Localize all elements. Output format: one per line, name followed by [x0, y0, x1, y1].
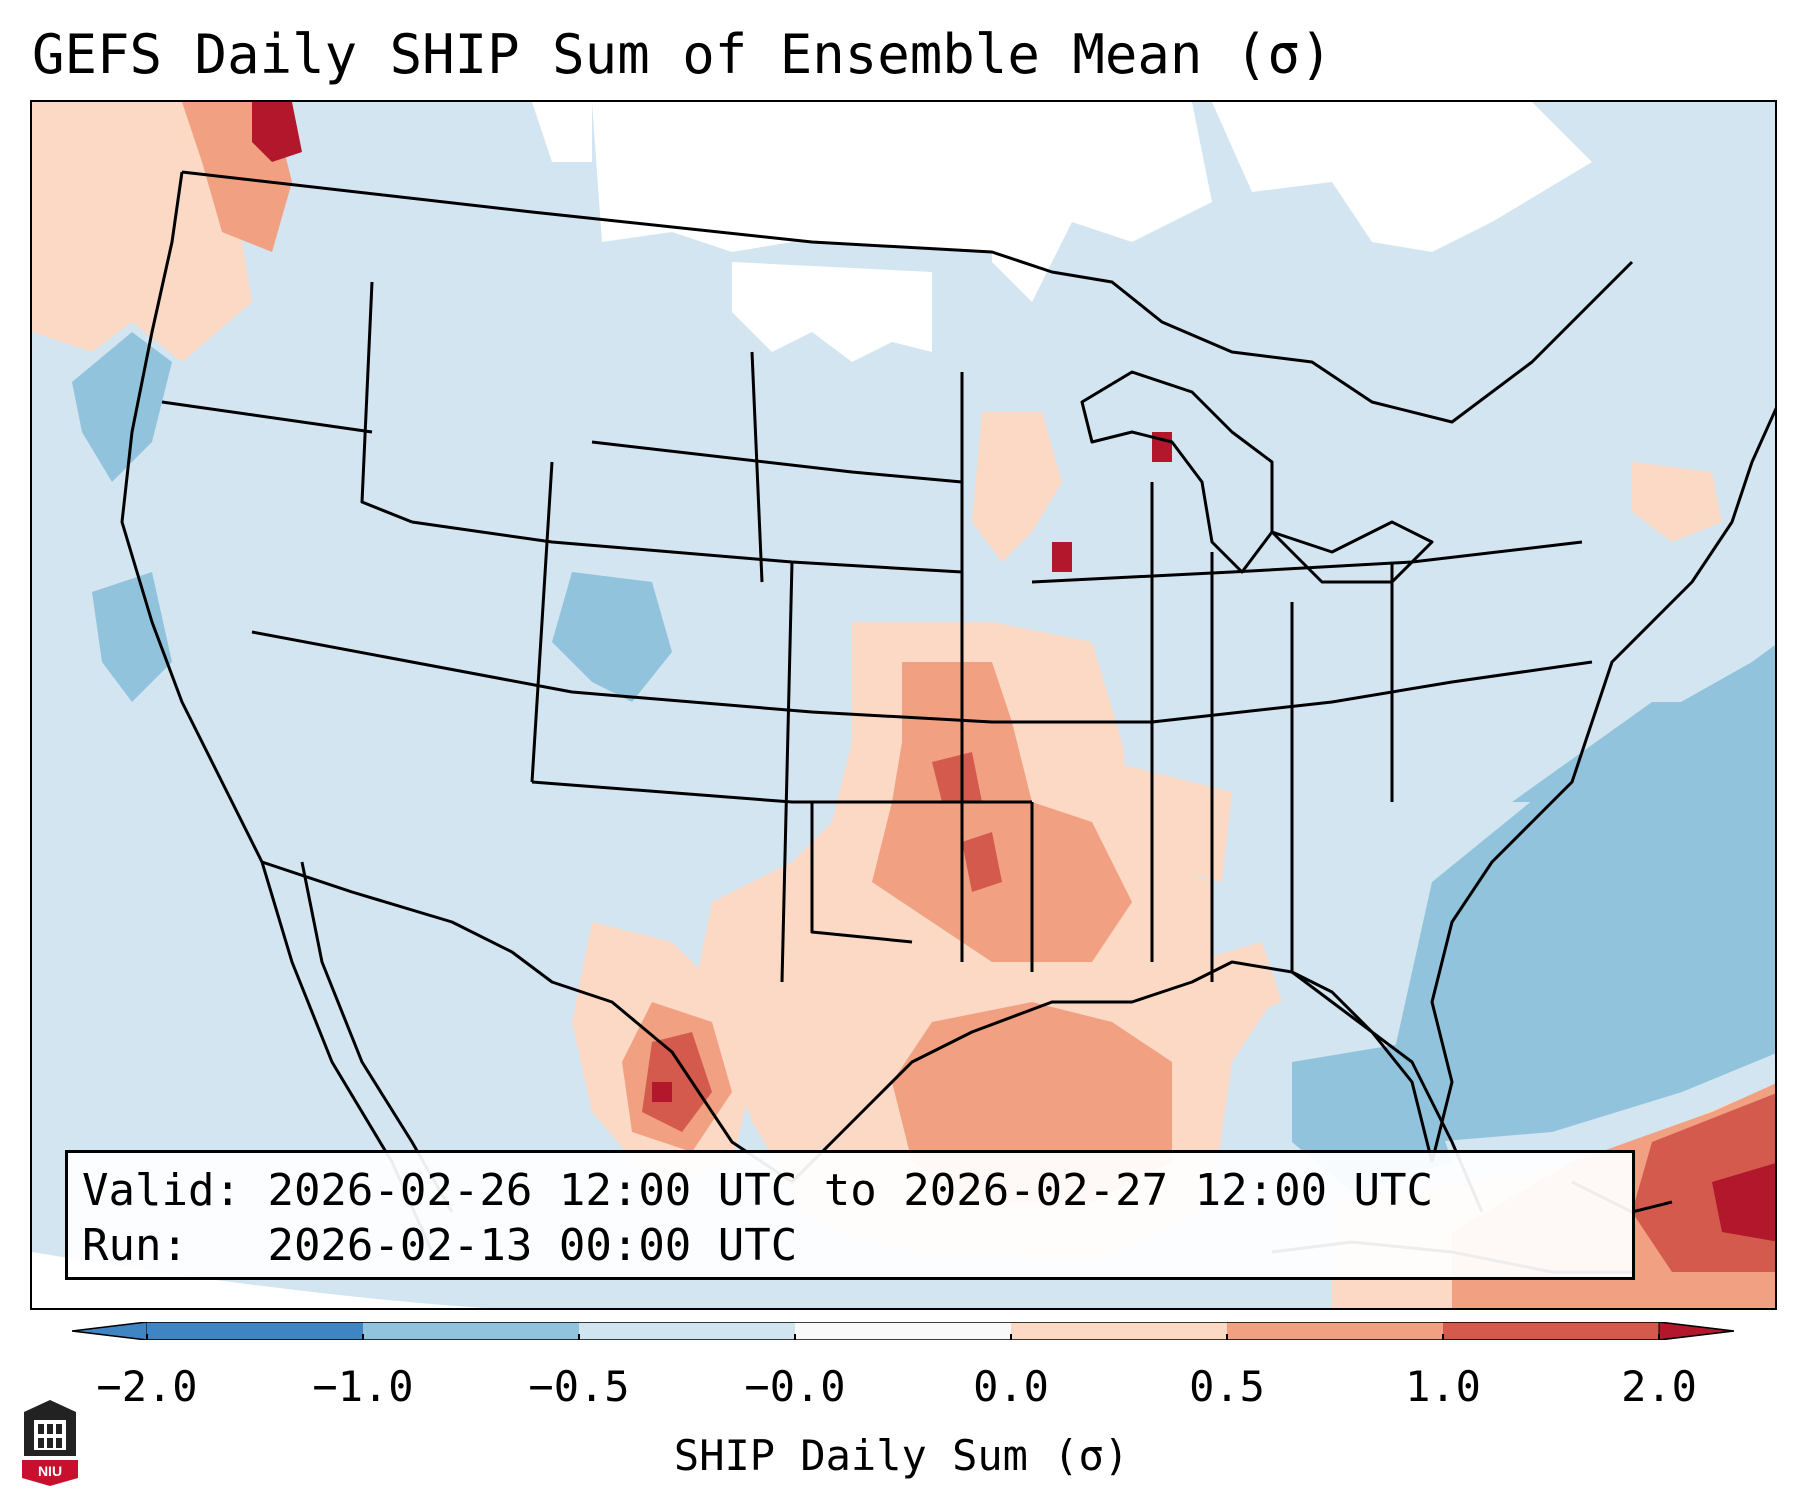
- validity-info-box: Valid: 2026-02-26 12:00 UTC to 2026-02-2…: [65, 1150, 1635, 1280]
- colorbar-extend-low: [72, 1322, 148, 1340]
- colorbar-tick-label: −0.5: [528, 1362, 630, 1411]
- colorbar-tick-label: −2.0: [96, 1362, 198, 1411]
- run-label: Run:: [82, 1220, 188, 1271]
- colorbar-extend-high: [1658, 1322, 1734, 1340]
- colorbar-segment: [147, 1322, 364, 1340]
- colorbar-ticks: −2.0 −1.0 −0.5 −0.0 0.0 0.5 1.0 2.0: [0, 1362, 1803, 1412]
- valid-value: 2026-02-26 12:00 UTC to 2026-02-27 12:00…: [267, 1165, 1434, 1216]
- colorbar-segment: [363, 1322, 580, 1340]
- colorbar-tick-label: −0.0: [744, 1362, 846, 1411]
- map-title: GEFS Daily SHIP Sum of Ensemble Mean (σ): [32, 23, 1333, 86]
- run-value: 2026-02-13 00:00 UTC: [267, 1220, 798, 1271]
- niu-logo: NIU: [20, 1398, 80, 1486]
- map-panel[interactable]: [30, 100, 1777, 1310]
- warm-anomaly-extreme: [252, 102, 1775, 1242]
- valid-row: Valid: 2026-02-26 12:00 UTC to 2026-02-2…: [82, 1163, 1618, 1218]
- run-row: Run: 2026-02-13 00:00 UTC: [82, 1218, 1618, 1273]
- colorbar: [72, 1322, 1734, 1340]
- colorbar-segment: [1227, 1322, 1444, 1340]
- colorbar-tick-label: −1.0: [312, 1362, 414, 1411]
- colorbar-tick-label: 0.0: [973, 1362, 1049, 1411]
- colorbar-segment: [579, 1322, 796, 1340]
- colorbar-tick-label: 0.5: [1189, 1362, 1265, 1411]
- colorbar-segment: [1443, 1322, 1660, 1340]
- colorbar-segment: [1011, 1322, 1228, 1340]
- colorbar-tick-label: 1.0: [1405, 1362, 1481, 1411]
- colorbar-tick-label: 2.0: [1621, 1362, 1697, 1411]
- valid-label: Valid:: [82, 1165, 241, 1216]
- no-data-regions: [532, 102, 1592, 362]
- colorbar-segment: [795, 1322, 1012, 1340]
- colorbar-label: SHIP Daily Sum (σ): [673, 1431, 1130, 1480]
- projection-edge-sw: [32, 1252, 483, 1308]
- logo-text: NIU: [38, 1463, 62, 1479]
- colorbar-segments: [72, 1322, 1734, 1340]
- map-svg: [32, 102, 1775, 1308]
